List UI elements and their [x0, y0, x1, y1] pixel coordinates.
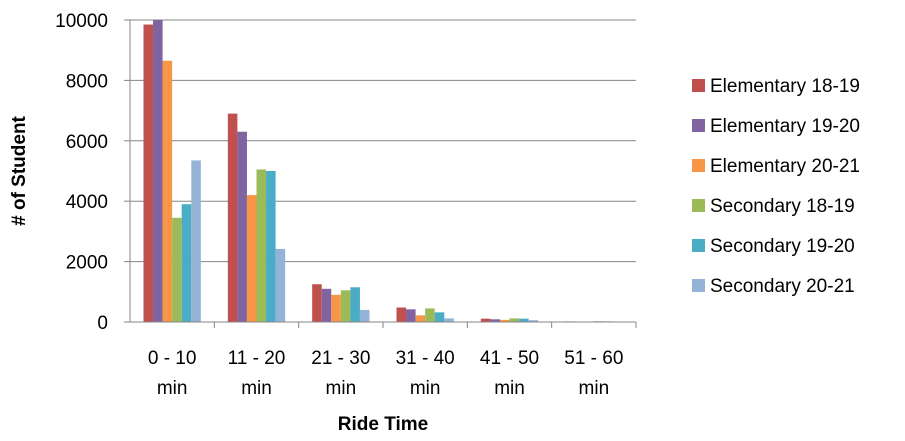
bar-4-1	[172, 217, 182, 322]
legend-swatch	[692, 199, 705, 212]
tick-labels: 0 2000 4000 6000 8000 10000 0 - 10 min 11 - 20 mi…	[55, 11, 623, 399]
legend-swatch	[692, 159, 705, 172]
bar-5-3	[350, 287, 360, 322]
x-tick-label: 21 - 30	[311, 348, 370, 369]
legend-swatch	[692, 79, 705, 92]
bar-4-2	[256, 169, 267, 322]
bar-1-3	[312, 284, 322, 322]
bar-3-3	[331, 294, 341, 322]
x-axis-title: Ride Time	[338, 414, 428, 435]
bar-6-1	[191, 160, 201, 322]
bar-5-1	[181, 204, 192, 322]
bar-1-2	[227, 113, 238, 323]
bar-4-4	[425, 308, 435, 322]
bar-4-3	[340, 290, 351, 322]
y-tick-label: 0	[97, 313, 108, 334]
legend-label: Elementary 18-19	[710, 76, 860, 97]
bars	[143, 20, 623, 323]
bar-6-3	[359, 309, 370, 322]
legend-item[interactable]: Elementary 18-19	[692, 76, 860, 97]
legend-swatch	[692, 239, 705, 252]
x-tick-label: min	[410, 378, 441, 399]
gridlines	[130, 19, 636, 323]
bar-2-4	[406, 309, 416, 322]
legend-item[interactable]: Secondary 20-21	[692, 276, 855, 297]
axes	[124, 19, 637, 328]
y-axis-title: # of Student	[9, 115, 30, 225]
bar-2-1	[153, 20, 163, 322]
bar-3-1	[162, 60, 173, 323]
legend[interactable]: Elementary 18-19 Elementary 19-20 Elementa…	[692, 76, 860, 297]
legend-item[interactable]: Elementary 19-20	[692, 116, 860, 137]
y-tick-label: 4000	[66, 192, 108, 213]
legend-label: Secondary 19-20	[710, 236, 855, 257]
bar-3-5	[499, 319, 510, 322]
bar-6-4	[444, 318, 454, 322]
legend-label: Elementary 20-21	[710, 156, 860, 177]
x-tick-label: 41 - 50	[480, 348, 539, 369]
bar-3-4	[415, 315, 426, 322]
y-tick-label: 8000	[66, 71, 108, 92]
bar-3-2	[246, 195, 257, 322]
y-tick-label: 2000	[66, 253, 108, 274]
legend-swatch	[692, 119, 705, 132]
x-tick-label: 0 - 10	[148, 348, 197, 369]
legend-label: Secondary 18-19	[710, 196, 855, 217]
x-tick-label: min	[579, 378, 610, 399]
x-tick-label: min	[494, 378, 525, 399]
legend-label: Elementary 19-20	[710, 116, 860, 137]
bar-6-2	[275, 248, 286, 322]
x-tick-label: min	[157, 378, 188, 399]
bar-2-2	[237, 131, 247, 322]
x-tick-label: min	[326, 378, 357, 399]
legend-item[interactable]: Elementary 20-21	[692, 156, 860, 177]
bar-1-5	[480, 318, 491, 322]
x-tick-label: 51 - 60	[564, 348, 623, 369]
legend-swatch	[692, 279, 705, 292]
bar-5-5	[519, 318, 529, 322]
bar-6-5	[528, 320, 539, 322]
x-tick-label: min	[241, 378, 272, 399]
y-tick-label: 6000	[66, 132, 108, 153]
bar-2-3	[321, 288, 332, 322]
bar-2-5	[490, 319, 500, 322]
x-tick-label: 31 - 40	[396, 348, 455, 369]
x-tick-label: 11 - 20	[228, 348, 286, 369]
bar-1-1	[143, 24, 154, 323]
y-tick-label: 10000	[55, 11, 108, 32]
bar-1-4	[396, 307, 407, 322]
legend-item[interactable]: Secondary 18-19	[692, 196, 855, 217]
bar-4-5	[509, 318, 520, 322]
legend-item[interactable]: Secondary 19-20	[692, 236, 855, 257]
legend-label: Secondary 20-21	[710, 276, 855, 297]
bar-5-4	[434, 312, 445, 322]
bar-5-2	[266, 171, 276, 322]
